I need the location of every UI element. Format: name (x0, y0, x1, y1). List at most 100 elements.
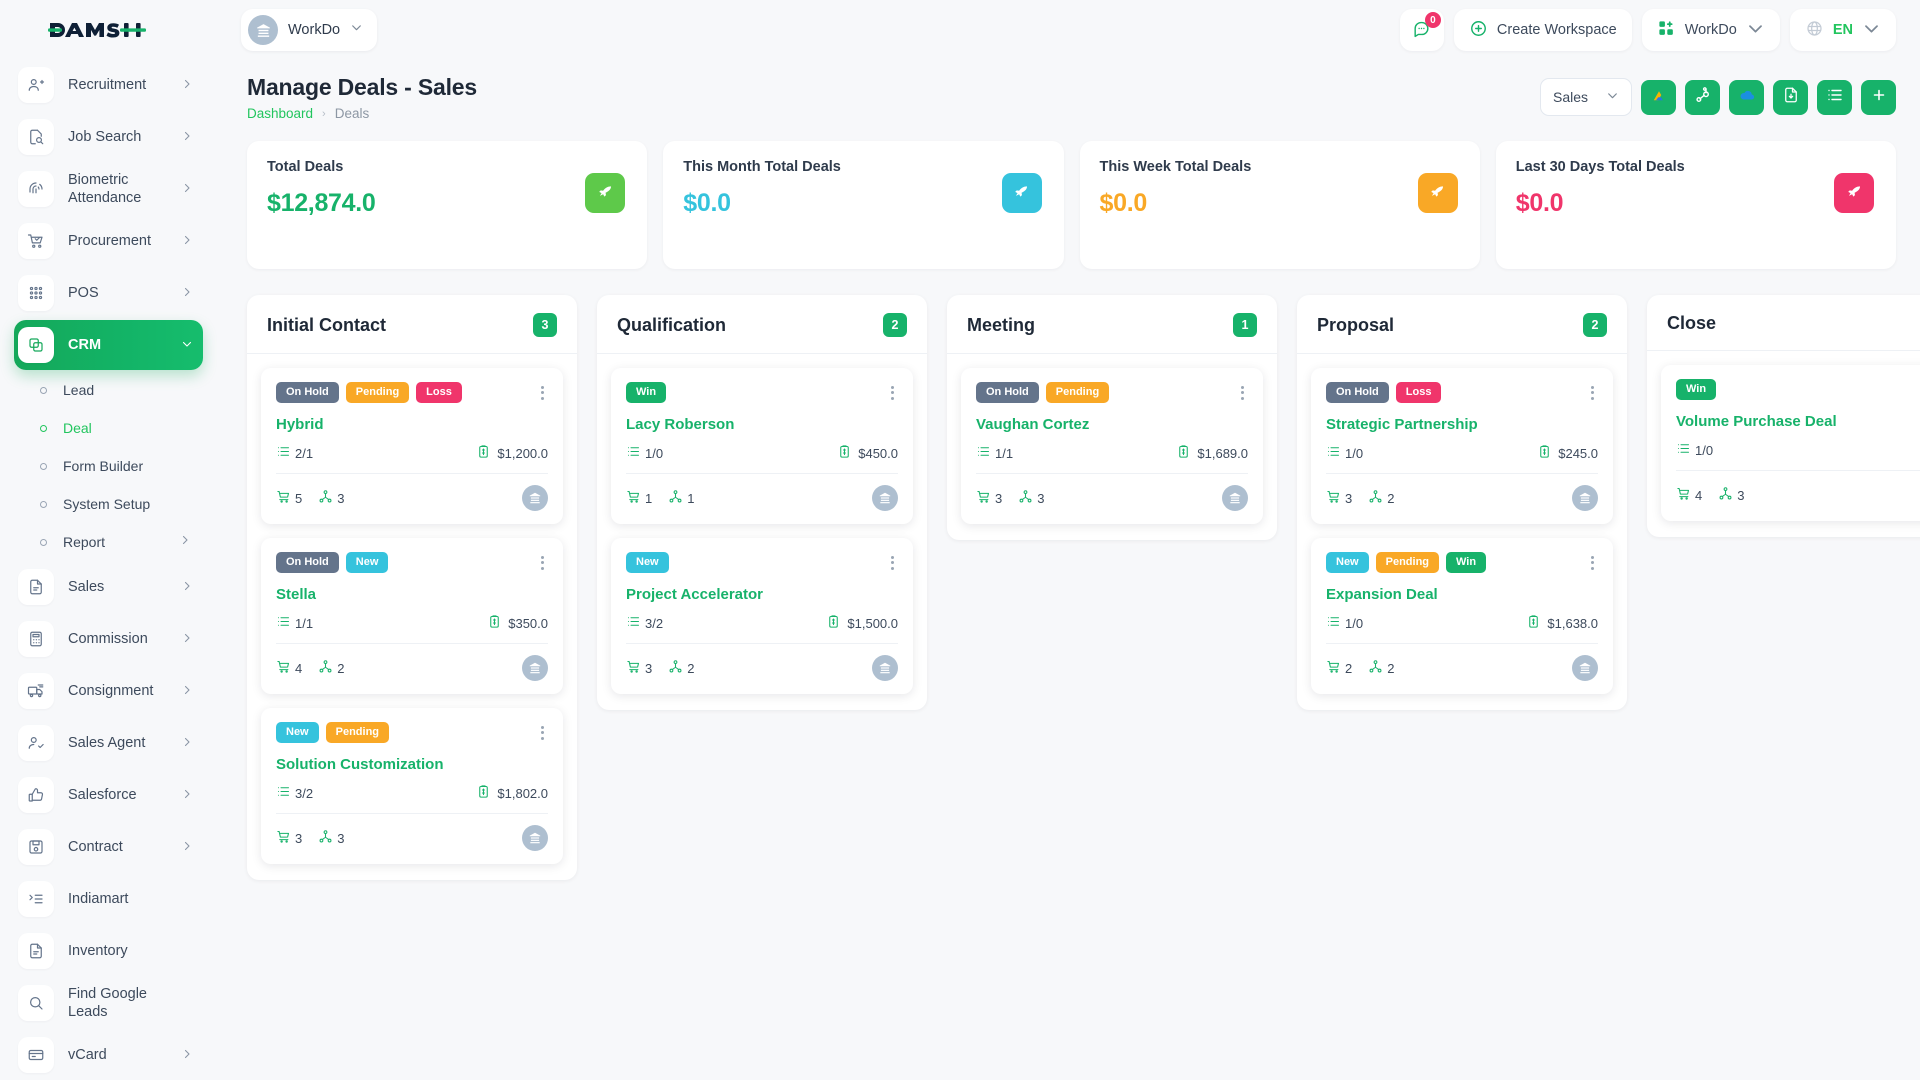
deal-card[interactable]: On Hold Pending Vaughan Cortez 1/1 $1,689.0 3… (961, 368, 1263, 524)
cart-check-icon (18, 223, 54, 259)
deal-card-menu-icon[interactable] (887, 554, 898, 572)
deal-amount: $350.0 (487, 614, 548, 632)
deal-card[interactable]: On Hold Loss Strategic Partnership 1/0 $245.… (1311, 368, 1613, 524)
sidebar-item-salesforce[interactable]: Salesforce (14, 770, 203, 820)
deal-tag: Loss (416, 382, 462, 403)
deal-tasks-value: 1/0 (1345, 445, 1364, 461)
deal-card-menu-icon[interactable] (887, 384, 898, 402)
deal-users-value: 2 (687, 660, 695, 676)
cart-icon (626, 659, 641, 677)
kanban-column-header: Close (1647, 295, 1920, 351)
sidebar-subitem-form-builder[interactable]: Form Builder (14, 448, 203, 484)
grid-dots-icon (18, 275, 54, 311)
sidebar-subitem-report[interactable]: Report (14, 524, 203, 560)
deal-products-value: 3 (645, 660, 653, 676)
deal-card-tags: New (626, 552, 898, 573)
clipboard-amount-icon (1537, 444, 1552, 462)
sidebar-item-procurement[interactable]: Procurement (14, 216, 203, 266)
chevron-right-icon (181, 286, 193, 301)
topbar: WorkDo 0 Create (217, 0, 1920, 60)
deal-card-title[interactable]: Stella (276, 586, 317, 603)
deal-card-tags: Win (626, 382, 898, 403)
bullet-icon (40, 386, 47, 394)
breadcrumb: Dashboard › Deals (247, 106, 477, 121)
deal-amount-value: $1,500.0 (847, 615, 898, 631)
sidebar-subitem-deal[interactable]: Deal (14, 410, 203, 446)
deal-amount-value: $1,638.0 (1547, 615, 1598, 631)
create-workspace-button[interactable]: Create Workspace (1453, 9, 1632, 51)
deal-card-menu-icon[interactable] (537, 384, 548, 402)
deal-card-menu-icon[interactable] (1587, 384, 1598, 402)
crm-copy-icon (18, 327, 54, 363)
onedrive-button[interactable] (1729, 79, 1764, 115)
sidebar-item-crm[interactable]: CRM (14, 320, 203, 370)
deal-card[interactable]: New Project Accelerator 3/2 $1,500.0 3 2 (611, 538, 913, 694)
sidebar-item-label: Commission (68, 630, 148, 647)
avatar (872, 655, 898, 681)
deal-card-menu-icon[interactable] (537, 554, 548, 572)
sidebar-item-commission[interactable]: Commission (14, 614, 203, 664)
deal-card-menu-icon[interactable] (1587, 554, 1598, 572)
sidebar-item-find-google-leads[interactable]: Find Google Leads (14, 978, 203, 1028)
deal-products: 3 (976, 489, 1002, 507)
sidebar-item-job-search[interactable]: Job Search (14, 112, 203, 162)
add-deal-button[interactable] (1861, 79, 1896, 115)
deal-card-title[interactable]: Lacy Roberson (626, 416, 735, 433)
deal-products-value: 2 (1345, 660, 1353, 676)
logo[interactable] (0, 0, 217, 60)
sidebar-item-contract[interactable]: Contract (14, 822, 203, 872)
calculator-icon (18, 621, 54, 657)
sidebar-item-label: Find Google Leads (68, 985, 147, 1020)
sidebar-subitem-lead[interactable]: Lead (14, 372, 203, 408)
deal-card-title[interactable]: Hybrid (276, 416, 324, 433)
deal-card[interactable]: New Pending Solution Customization 3/2 $1,80… (261, 708, 563, 864)
sidebar-item-recruitment[interactable]: Recruitment (14, 60, 203, 110)
language-selector-button[interactable]: EN (1789, 9, 1896, 51)
import-file-button[interactable] (1773, 79, 1808, 115)
google-apps-script-button[interactable] (1641, 79, 1676, 115)
deal-products: 3 (276, 829, 302, 847)
deal-card-title[interactable]: Solution Customization (276, 756, 444, 773)
rocket-icon (585, 173, 626, 213)
deal-card[interactable]: On Hold New Stella 1/1 $350.0 4 2 (261, 538, 563, 694)
kanban-board[interactable]: Initial Contact 3 On Hold Pending Loss Hybrid… (217, 273, 1920, 1080)
deal-tag: On Hold (276, 382, 339, 403)
deal-card-title[interactable]: Expansion Deal (1326, 586, 1438, 603)
bullet-icon (40, 462, 47, 470)
pipeline-select[interactable]: Sales (1540, 78, 1632, 116)
cart-icon (1326, 489, 1341, 507)
sidebar-item-consignment[interactable]: Consignment (14, 666, 203, 716)
sidebar-item-vcard[interactable]: vCard (14, 1030, 203, 1080)
chat-button[interactable]: 0 (1399, 9, 1444, 51)
deal-card-title[interactable]: Vaughan Cortez (976, 416, 1090, 433)
deal-card[interactable]: Win Lacy Roberson 1/0 $450.0 1 1 (611, 368, 913, 524)
workspace-pill[interactable]: WorkDo (241, 9, 378, 51)
deal-card[interactable]: Win Volume Purchase Deal 1/0 4 3 (1661, 365, 1920, 521)
hubspot-button[interactable] (1685, 79, 1720, 115)
sidebar-item-inventory[interactable]: Inventory (14, 926, 203, 976)
dash-logo-icon (48, 23, 146, 38)
deal-tag: New (1326, 552, 1369, 573)
deal-card-title[interactable]: Volume Purchase Deal (1676, 413, 1837, 430)
sidebar-item-sales-agent[interactable]: Sales Agent (14, 718, 203, 768)
kanban-column-body: On Hold Pending Loss Hybrid 2/1 $1,200.0 5 3 On … (247, 354, 577, 864)
list-view-button[interactable] (1817, 79, 1852, 115)
deal-card-menu-icon[interactable] (537, 724, 548, 742)
sidebar-item-pos[interactable]: POS (14, 268, 203, 318)
sidebar-item-label: CRM (68, 336, 102, 353)
deal-tag: Pending (345, 382, 410, 403)
deal-card-menu-icon[interactable] (1237, 384, 1248, 402)
deal-card[interactable]: New Pending Win Expansion Deal 1/0 $1,638.0 2 2 (1311, 538, 1613, 694)
deal-card[interactable]: On Hold Pending Loss Hybrid 2/1 $1,200.0 5 3 (261, 368, 563, 524)
deal-card-title[interactable]: Strategic Partnership (1326, 416, 1478, 433)
sidebar-subitem-system-setup[interactable]: System Setup (14, 486, 203, 522)
sidebar-item-sales[interactable]: Sales (14, 562, 203, 612)
sidebar-item-indiamart[interactable]: Indiamart (14, 874, 203, 924)
sidebar-item-biometric-attendance[interactable]: Biometric Attendance (14, 164, 203, 214)
breadcrumb-dashboard[interactable]: Dashboard (247, 106, 314, 121)
deal-tag: Pending (1045, 382, 1110, 403)
sidebar-subitem-label: Deal (63, 420, 92, 436)
workspace-switcher-button[interactable]: WorkDo (1641, 9, 1780, 51)
sidebar-item-label: POS (68, 284, 99, 301)
deal-card-title[interactable]: Project Accelerator (626, 586, 764, 603)
